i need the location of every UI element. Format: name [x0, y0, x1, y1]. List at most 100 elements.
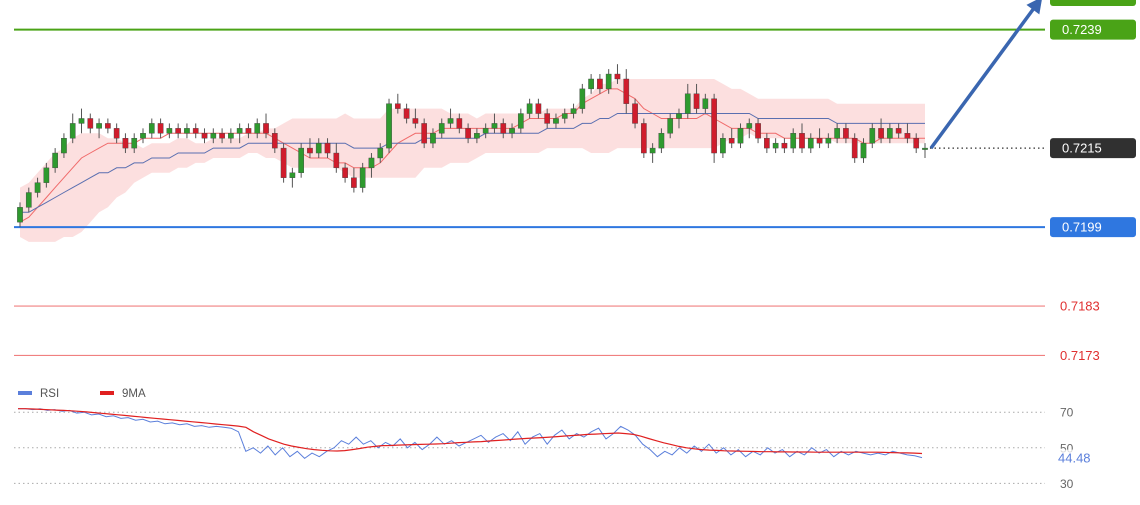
candle: [720, 133, 726, 158]
candle-body: [649, 147, 656, 154]
candle-body: [799, 133, 805, 149]
candle: [394, 93, 401, 114]
candle-body: [544, 113, 551, 124]
candle: [140, 128, 146, 144]
candle: [579, 83, 586, 114]
candle: [315, 138, 322, 158]
candle: [570, 103, 577, 119]
candle-body: [588, 78, 594, 90]
candle: [386, 98, 392, 154]
candle: [412, 108, 419, 129]
candle-body: [843, 128, 849, 139]
candle-body: [351, 177, 357, 188]
candle: [87, 113, 94, 134]
candle-body: [465, 128, 471, 139]
candle-body: [781, 142, 788, 149]
candle-body: [728, 138, 735, 144]
candle: [359, 162, 366, 193]
candle-body: [228, 133, 234, 139]
candle: [517, 108, 524, 134]
candle: [790, 128, 797, 154]
candle: [263, 113, 269, 139]
price-label-text: 0.7183: [1060, 299, 1100, 314]
candle: [192, 123, 199, 139]
candle: [693, 83, 700, 114]
target-label-box: [1050, 0, 1136, 6]
candle: [860, 138, 867, 163]
candle: [623, 69, 630, 114]
price-label-0-7239: 0.7239: [1050, 19, 1136, 40]
candle-body: [693, 93, 700, 109]
candle: [851, 133, 858, 163]
candle-body: [684, 93, 691, 114]
candle: [122, 133, 129, 154]
candle: [113, 123, 120, 144]
candle-body: [438, 123, 445, 134]
rsi-legend: RSI 9MA: [18, 388, 146, 400]
candle-body: [78, 118, 85, 124]
candle: [746, 118, 753, 139]
candle-body: [131, 138, 138, 149]
candle: [105, 118, 111, 134]
candle: [254, 118, 261, 139]
price-label-0-7215: 0.7215: [1050, 138, 1136, 159]
candle: [904, 123, 911, 144]
candle: [702, 93, 709, 114]
candle: [280, 143, 287, 183]
candle: [421, 118, 428, 149]
legend-swatch: [18, 391, 32, 395]
candle: [561, 108, 568, 124]
candle: [465, 123, 471, 144]
candle: [764, 133, 770, 154]
candle: [78, 108, 85, 134]
candle-body: [25, 192, 32, 208]
candle: [781, 138, 788, 154]
price-label-box: [1050, 19, 1136, 40]
candle-body: [412, 118, 419, 124]
candle: [271, 128, 278, 154]
candle-body: [790, 133, 797, 149]
candle: [843, 123, 849, 144]
candle: [25, 187, 32, 213]
candle-body: [605, 73, 612, 90]
candle: [298, 143, 305, 178]
candle-body: [720, 138, 726, 154]
candle: [342, 162, 348, 183]
candle-body: [658, 133, 665, 149]
candle: [711, 93, 717, 163]
candle: [69, 113, 76, 144]
candle-body: [236, 128, 243, 134]
candle-body: [553, 118, 559, 124]
candle-body: [834, 128, 840, 139]
candle-body: [517, 113, 524, 129]
candle: [166, 123, 173, 139]
candle: [658, 128, 665, 154]
candle-body: [895, 128, 902, 134]
candle-body: [869, 128, 876, 144]
candle-body: [702, 98, 709, 109]
candle: [456, 113, 463, 134]
candle-body: [333, 152, 340, 169]
candle-body: [377, 147, 384, 159]
candle: [597, 74, 603, 94]
price-label-text: 0.7215: [1062, 141, 1102, 156]
candle-body: [17, 207, 23, 223]
price-label-box: [1050, 217, 1136, 238]
candle-body: [640, 123, 647, 154]
candle-body: [184, 128, 190, 134]
price-label-0-7199: 0.7199: [1050, 217, 1136, 238]
candle-body: [43, 167, 50, 183]
candle-body: [69, 123, 76, 139]
candle: [219, 128, 225, 144]
candle: [228, 128, 234, 144]
candle: [333, 143, 340, 173]
candle-body: [904, 133, 911, 139]
candle-body: [271, 133, 278, 149]
candle: [535, 98, 542, 119]
candle-body: [307, 147, 313, 154]
candle-body: [148, 123, 155, 134]
candle-layer: [17, 64, 928, 228]
candle: [553, 113, 559, 129]
